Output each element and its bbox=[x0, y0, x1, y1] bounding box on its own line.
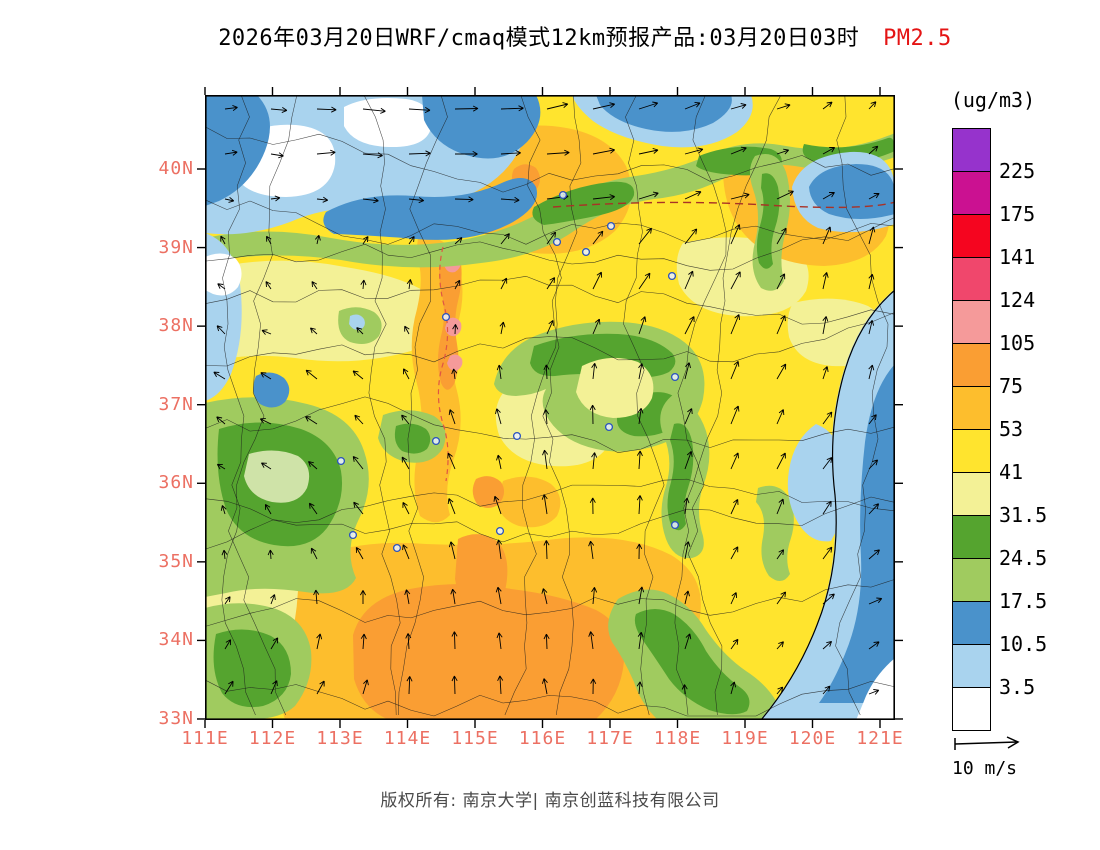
lat-tick-label: 39N bbox=[158, 236, 194, 258]
station-marker bbox=[441, 312, 451, 322]
colorbar-tick-label: 17.5 bbox=[999, 589, 1048, 613]
lat-tick-label: 34N bbox=[158, 629, 194, 651]
map-area bbox=[197, 87, 903, 728]
copyright-text: 版权所有: 南京大学| 南京创蓝科技有限公司 bbox=[380, 791, 720, 811]
colorbar-cell bbox=[953, 516, 990, 559]
lon-tick-label: 112E bbox=[248, 728, 297, 749]
colorbar-tick-label: 3.5 bbox=[999, 675, 1036, 699]
admin-boundaries bbox=[205, 95, 895, 720]
colorbar-tick-label: 53 bbox=[999, 417, 1024, 441]
colorbar-cell bbox=[953, 387, 990, 430]
colorbar-cell bbox=[953, 430, 990, 473]
chart-title-text: 2026年03月20日WRF/cmaq模式12km预报产品:03月20日03时 bbox=[218, 26, 860, 51]
colorbar-tick-label: 225 bbox=[999, 159, 1036, 183]
lon-tick-label: 113E bbox=[316, 728, 364, 749]
station-marker bbox=[581, 247, 591, 257]
legend-unit-label: (ug/m3) bbox=[950, 88, 1036, 112]
colorbar-cell bbox=[953, 215, 990, 258]
lon-tick-label: 111E bbox=[181, 728, 229, 749]
coastline bbox=[760, 289, 895, 720]
colorbar-cell bbox=[953, 301, 990, 344]
station-marker bbox=[670, 372, 680, 382]
axis-ticks bbox=[197, 87, 903, 728]
colorbar-tick-label: 124 bbox=[999, 288, 1036, 312]
station-marker bbox=[670, 520, 680, 530]
map-canvas bbox=[197, 87, 903, 728]
lon-tick-label: 121E bbox=[856, 728, 904, 749]
lat-tick-label: 40N bbox=[158, 158, 194, 179]
map-frame bbox=[205, 95, 896, 721]
lon-tick-label: 115E bbox=[451, 728, 499, 749]
station-marker bbox=[336, 456, 346, 466]
station-marker bbox=[392, 543, 402, 553]
lat-tick-label: 35N bbox=[158, 550, 194, 572]
colorbar-cell bbox=[953, 688, 990, 730]
colorbar-cell bbox=[953, 473, 990, 516]
lon-tick-label: 117E bbox=[586, 728, 634, 749]
colorbar-cell bbox=[953, 602, 990, 645]
colorbar-cell bbox=[953, 344, 990, 387]
colorbar-tick-label: 141 bbox=[999, 245, 1036, 269]
station-marker bbox=[604, 422, 614, 432]
lon-tick-label: 118E bbox=[653, 728, 702, 749]
wind-reference: 10 m/s bbox=[952, 733, 1062, 779]
colorbar bbox=[952, 128, 991, 731]
station-marker bbox=[512, 431, 522, 441]
station-marker bbox=[552, 237, 562, 247]
lat-tick-label: 33N bbox=[158, 707, 194, 729]
colorbar-tick-label: 41 bbox=[999, 460, 1024, 484]
colorbar-tick-label: 31.5 bbox=[999, 503, 1048, 527]
colorbar-tick-label: 175 bbox=[999, 202, 1036, 226]
chart-title: 2026年03月20日WRF/cmaq模式12km预报产品:03月20日03时 … bbox=[0, 20, 1100, 52]
station-marker bbox=[495, 526, 505, 536]
station-marker bbox=[348, 530, 358, 540]
species-label: PM2.5 bbox=[883, 26, 952, 51]
lon-tick-label: 116E bbox=[518, 728, 567, 749]
lat-tick-label: 38N bbox=[158, 315, 194, 337]
dashed-contours bbox=[437, 201, 895, 482]
station-markers bbox=[336, 190, 680, 553]
colorbar-cell bbox=[953, 559, 990, 602]
wind-scale-arrow-icon bbox=[954, 736, 1020, 750]
station-marker bbox=[558, 190, 568, 200]
pm25-contour-fill bbox=[205, 95, 895, 720]
lat-tick-label: 36N bbox=[158, 472, 194, 494]
station-marker bbox=[606, 221, 616, 231]
colorbar-cell bbox=[953, 258, 990, 301]
lat-tick-label: 37N bbox=[158, 393, 194, 415]
wind-scale-label: 10 m/s bbox=[952, 758, 1018, 779]
station-marker bbox=[431, 436, 441, 446]
colorbar-tick-label: 24.5 bbox=[999, 546, 1048, 570]
lon-tick-label: 119E bbox=[721, 728, 769, 749]
station-marker bbox=[667, 271, 677, 281]
colorbar-cell bbox=[953, 129, 990, 172]
lon-tick-label: 120E bbox=[788, 728, 837, 749]
colorbar-cell bbox=[953, 645, 990, 688]
colorbar-tick-label: 10.5 bbox=[999, 632, 1048, 656]
colorbar-tick-label: 75 bbox=[999, 374, 1024, 398]
colorbar-cell bbox=[953, 172, 990, 215]
lon-tick-label: 114E bbox=[383, 728, 432, 749]
colorbar-tick-label: 105 bbox=[999, 331, 1036, 355]
